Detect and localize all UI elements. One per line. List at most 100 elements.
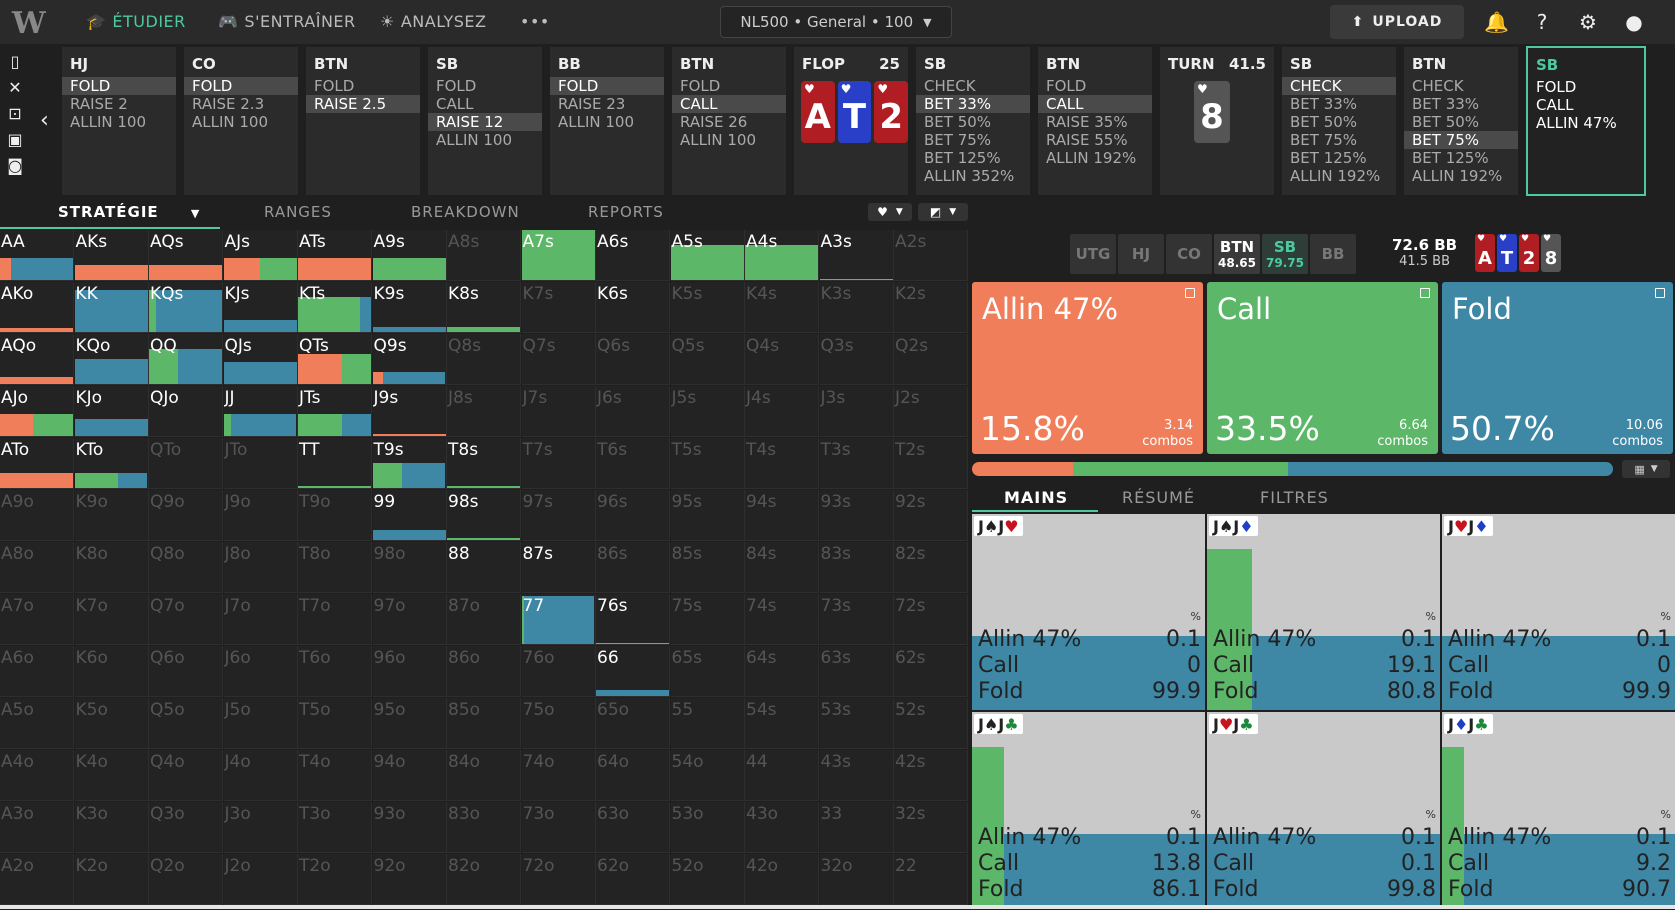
action-column-4[interactable]: BB FOLD RAISE 23 ALLIN 100 [550, 47, 664, 195]
hand-cell[interactable]: A3s [819, 230, 894, 281]
game-selector-dropdown[interactable]: NL500 • General • 100 ▼ [720, 6, 952, 38]
hand-cell[interactable]: J9o [223, 490, 298, 541]
action-column-12[interactable]: SB FOLD CALL ALLIN 47% [1526, 46, 1646, 196]
action-option[interactable]: BET 75% [1290, 131, 1358, 149]
hand-cell[interactable]: A2o [0, 854, 74, 905]
action-column-10[interactable]: SB CHECK BET 33% BET 50% BET 75% BET 125% ALLI… [1282, 47, 1396, 195]
bottom-scrollbar[interactable] [0, 905, 1675, 909]
nav-sentrainer[interactable]: 🎮 S'ENTRAÎNER [218, 12, 356, 31]
hand-cell[interactable]: J5s [670, 386, 745, 437]
hand-combo-card[interactable]: J ♦ J ♣% Allin 47% 0.1 Call 9.2 Fold 90.7 [1442, 712, 1675, 908]
hand-cell[interactable]: K9o [74, 490, 149, 541]
hand-cell[interactable]: 96o [372, 646, 447, 697]
hand-cell[interactable]: K3o [74, 802, 149, 853]
hand-cell[interactable]: 95o [372, 698, 447, 749]
hand-cell[interactable]: T3s [819, 438, 894, 489]
hand-cell[interactable]: A4o [0, 750, 74, 801]
hand-cell[interactable]: 98s [447, 490, 521, 541]
tab-reports[interactable]: REPORTS [588, 203, 664, 221]
hand-cell[interactable]: K6o [74, 646, 149, 697]
hand-cell[interactable]: QQ [149, 334, 223, 385]
chevron-left-icon[interactable]: ‹ [40, 108, 49, 133]
hand-cell[interactable]: T7o [298, 594, 372, 645]
hand-cell[interactable]: J2o [223, 854, 298, 905]
hand-cell[interactable]: J6o [223, 646, 298, 697]
action-option[interactable]: FOLD [1046, 77, 1087, 95]
hand-cell[interactable]: T2s [894, 438, 968, 489]
hand-cell[interactable]: 42o [745, 854, 819, 905]
hand-cell[interactable]: 86o [447, 646, 521, 697]
action-option[interactable]: FOLD [1536, 78, 1577, 96]
action-column-7[interactable]: SB CHECK BET 33% BET 50% BET 75% BET 125% ALLI… [916, 47, 1030, 195]
hand-cell[interactable]: Q5o [149, 698, 223, 749]
hand-cell[interactable]: Q9o [149, 490, 223, 541]
hand-cell[interactable]: 32o [819, 854, 894, 905]
hand-cell[interactable]: 54s [745, 698, 819, 749]
action-column-3[interactable]: SB FOLD CALL RAISE 12 ALLIN 100 [428, 47, 542, 195]
expand-icon[interactable] [1655, 288, 1665, 298]
hand-cell[interactable]: Q7o [149, 594, 223, 645]
hand-cell[interactable]: 94s [745, 490, 819, 541]
hand-cell[interactable]: ATs [298, 230, 372, 281]
tab-ranges[interactable]: RANGES [264, 203, 332, 221]
hand-cell[interactable]: A7s [521, 230, 596, 281]
action-option[interactable]: FOLD [550, 77, 664, 95]
hand-cell[interactable]: J6s [596, 386, 670, 437]
hand-cell[interactable]: K2s [894, 282, 968, 333]
action-option[interactable]: CALL [1536, 96, 1574, 114]
hand-cell[interactable]: K6s [596, 282, 670, 333]
hand-cell[interactable]: 43o [745, 802, 819, 853]
board-column-6[interactable]: FLOP 25 ♥ A ♥ T ♥ 2 [794, 47, 909, 195]
save-icon[interactable]: ▣ [7, 130, 23, 149]
close-icon[interactable]: ✕ [8, 78, 22, 97]
hand-cell[interactable]: Q8o [149, 542, 223, 593]
hand-cell[interactable]: JTs [298, 386, 372, 437]
hand-cell[interactable]: A9o [0, 490, 74, 541]
hand-cell[interactable]: 52s [894, 698, 968, 749]
hand-combo-card[interactable]: J ♠ J ♦% Allin 47% 0.1 Call 19.1 Fold 80.8 [1207, 514, 1440, 710]
hand-cell[interactable]: T6o [298, 646, 372, 697]
action-option[interactable]: ALLIN 352% [924, 167, 1015, 185]
heart-filter-button[interactable]: ♥ ▼ [868, 203, 912, 221]
position-pill[interactable]: SB 79.75 [1262, 234, 1308, 274]
hand-cell[interactable]: A9s [372, 230, 447, 281]
hand-cell[interactable]: 85s [670, 542, 745, 593]
position-pill[interactable]: HJ [1118, 234, 1164, 274]
hand-cell[interactable]: AKo [0, 282, 74, 333]
hand-cell[interactable]: 76s [596, 594, 670, 645]
hand-cell[interactable]: A6o [0, 646, 74, 697]
action-option[interactable]: BET 125% [924, 149, 1001, 167]
board-column-9[interactable]: TURN 41.5 ♥ 8 [1160, 47, 1274, 195]
action-option[interactable]: RAISE 23 [558, 95, 626, 113]
hand-cell[interactable]: Q4s [745, 334, 819, 385]
hand-cell[interactable]: Q3o [149, 802, 223, 853]
hand-cell[interactable]: K7s [521, 282, 596, 333]
position-pill[interactable]: UTG [1070, 234, 1116, 274]
more-menu-button[interactable]: ••• [520, 12, 550, 31]
action-option[interactable]: CALL [436, 95, 474, 113]
hand-cell[interactable]: 98o [372, 542, 447, 593]
hand-cell[interactable]: J5o [223, 698, 298, 749]
hand-cell[interactable]: 55 [670, 698, 745, 749]
action-option[interactable]: FOLD [62, 77, 176, 95]
hand-combo-card[interactable]: J ♠ J ♣% Allin 47% 0.1 Call 13.8 Fold 86.1 [972, 712, 1205, 908]
action-box[interactable]: Call 33.5% 6.64 combos [1207, 282, 1438, 454]
action-option[interactable]: BET 75% [924, 131, 992, 149]
action-option[interactable]: BET 33% [1290, 95, 1358, 113]
gear-icon[interactable]: ⚙ [1579, 10, 1597, 34]
hand-cell[interactable]: T9s [372, 438, 447, 489]
action-option[interactable]: FOLD [680, 77, 721, 95]
hand-cell[interactable]: 22 [894, 854, 968, 905]
action-option[interactable]: ALLIN 100 [558, 113, 635, 131]
display-mode-button[interactable]: ◩ ▼ [918, 203, 968, 221]
hand-cell[interactable]: J4s [745, 386, 819, 437]
hand-cell[interactable]: Q6s [596, 334, 670, 385]
action-option[interactable]: BET 33% [1412, 95, 1480, 113]
hand-cell[interactable]: JJ [223, 386, 298, 437]
action-column-11[interactable]: BTN CHECK BET 33% BET 50% BET 75% BET 125% ALL… [1404, 47, 1518, 195]
hand-cell[interactable]: 72o [521, 854, 596, 905]
action-box[interactable]: Fold 50.7% 10.06 combos [1442, 282, 1673, 454]
hand-cell[interactable]: K2o [74, 854, 149, 905]
hand-cell[interactable]: T5s [670, 438, 745, 489]
hand-cell[interactable]: AQo [0, 334, 74, 385]
